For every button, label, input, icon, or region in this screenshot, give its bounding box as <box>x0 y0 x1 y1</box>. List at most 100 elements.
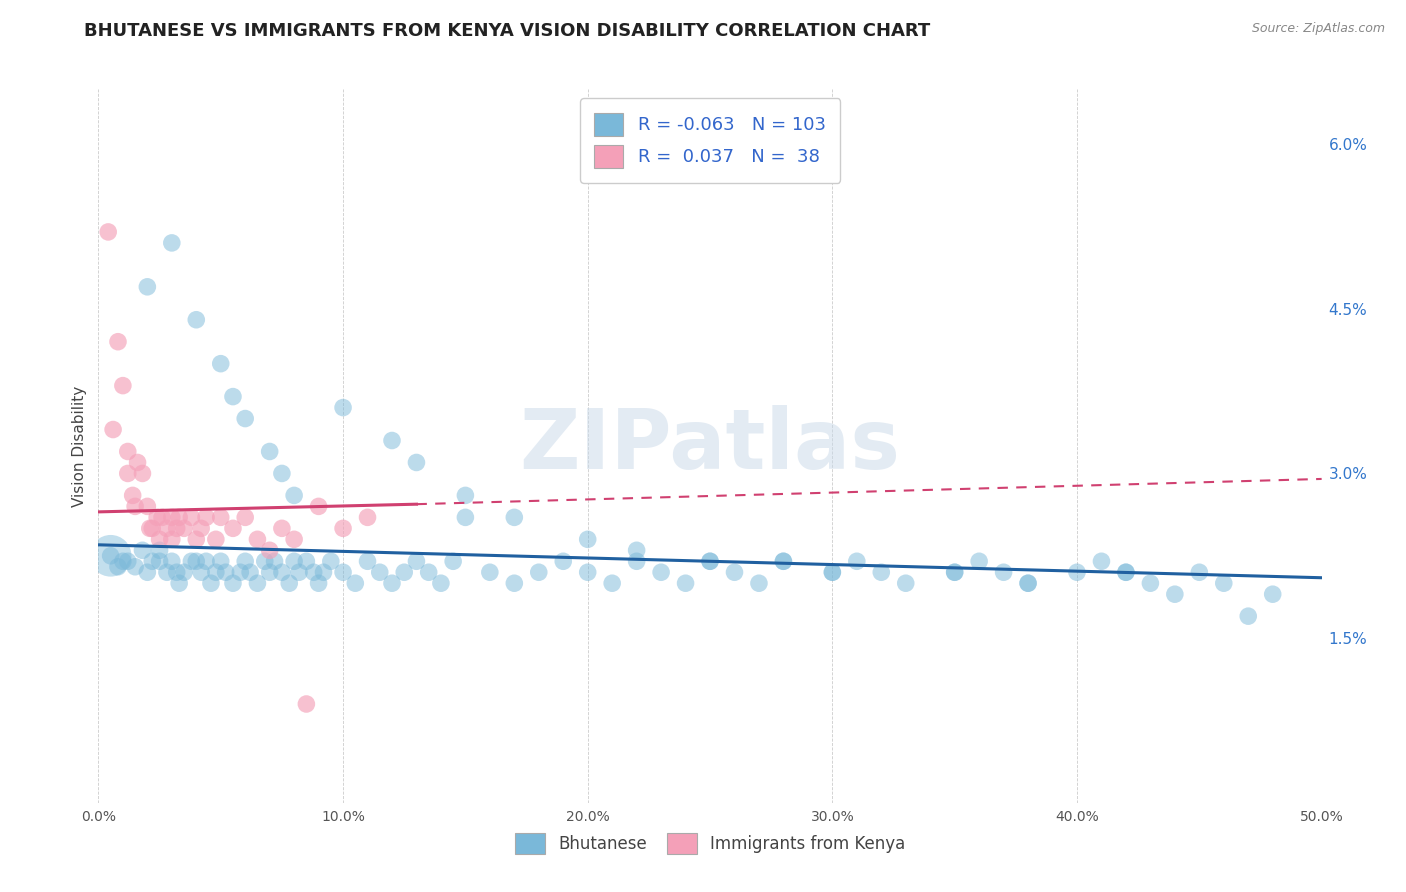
Point <box>173 566 195 580</box>
Point <box>319 554 342 568</box>
Point <box>259 444 281 458</box>
Point <box>1115 566 1137 580</box>
Point <box>173 521 195 535</box>
Point <box>111 554 134 568</box>
Point <box>149 533 172 547</box>
Point <box>356 510 378 524</box>
Point <box>190 521 212 535</box>
Point <box>214 566 236 580</box>
Point <box>302 566 325 580</box>
Point <box>167 510 190 524</box>
Point <box>131 467 153 481</box>
Point <box>233 510 256 524</box>
Point <box>239 566 262 580</box>
Point <box>209 554 232 568</box>
Point <box>650 566 672 580</box>
Point <box>845 554 868 568</box>
Point <box>626 554 648 568</box>
Point <box>146 510 169 524</box>
Point <box>97 225 120 239</box>
Point <box>117 444 139 458</box>
Point <box>283 488 305 502</box>
Point <box>141 521 163 535</box>
Point <box>190 566 212 580</box>
Point <box>312 566 335 580</box>
Point <box>205 566 228 580</box>
Point <box>368 566 391 580</box>
Point <box>1115 566 1137 580</box>
Point <box>259 566 281 580</box>
Point <box>156 521 179 535</box>
Y-axis label: Vision Disability: Vision Disability <box>72 385 87 507</box>
Point <box>332 566 354 580</box>
Point <box>943 566 966 580</box>
Point <box>205 533 228 547</box>
Point <box>186 554 208 568</box>
Point <box>229 566 252 580</box>
Point <box>124 500 146 514</box>
Point <box>117 467 139 481</box>
Point <box>233 554 256 568</box>
Point <box>748 576 770 591</box>
Point <box>149 554 172 568</box>
Point <box>186 533 208 547</box>
Point <box>270 566 294 580</box>
Point <box>160 235 183 250</box>
Point <box>295 554 318 568</box>
Point <box>124 559 146 574</box>
Point <box>993 566 1015 580</box>
Point <box>441 554 464 568</box>
Point <box>626 543 648 558</box>
Point <box>576 533 599 547</box>
Point <box>136 500 159 514</box>
Point <box>332 401 354 415</box>
Point <box>821 566 844 580</box>
Point <box>246 576 269 591</box>
Point <box>418 566 440 580</box>
Point <box>870 566 893 580</box>
Point <box>283 554 305 568</box>
Point <box>156 566 179 580</box>
Point <box>772 554 794 568</box>
Point <box>180 554 202 568</box>
Point <box>308 500 330 514</box>
Point <box>195 510 218 524</box>
Point <box>503 510 526 524</box>
Point <box>121 488 143 502</box>
Point <box>100 549 122 563</box>
Point <box>1090 554 1112 568</box>
Point <box>167 576 190 591</box>
Point <box>222 390 245 404</box>
Point <box>699 554 721 568</box>
Point <box>1237 609 1260 624</box>
Point <box>283 533 305 547</box>
Point <box>1261 587 1284 601</box>
Point <box>101 423 124 437</box>
Point <box>263 554 285 568</box>
Point <box>332 521 354 535</box>
Point <box>405 554 427 568</box>
Point <box>139 521 162 535</box>
Point <box>1188 566 1211 580</box>
Point <box>233 411 256 425</box>
Point <box>200 576 222 591</box>
Point <box>107 334 129 349</box>
Point <box>209 510 232 524</box>
Point <box>107 559 129 574</box>
Point <box>894 576 917 591</box>
Point <box>699 554 721 568</box>
Point <box>1017 576 1039 591</box>
Point <box>405 455 427 469</box>
Text: ZIPatlas: ZIPatlas <box>520 406 900 486</box>
Point <box>270 521 294 535</box>
Point <box>943 566 966 580</box>
Point <box>166 566 188 580</box>
Point <box>270 467 294 481</box>
Point <box>1139 576 1161 591</box>
Point <box>180 510 202 524</box>
Point <box>160 554 183 568</box>
Text: BHUTANESE VS IMMIGRANTS FROM KENYA VISION DISABILITY CORRELATION CHART: BHUTANESE VS IMMIGRANTS FROM KENYA VISIO… <box>84 22 931 40</box>
Point <box>478 566 501 580</box>
Point <box>1164 587 1187 601</box>
Point <box>141 554 163 568</box>
